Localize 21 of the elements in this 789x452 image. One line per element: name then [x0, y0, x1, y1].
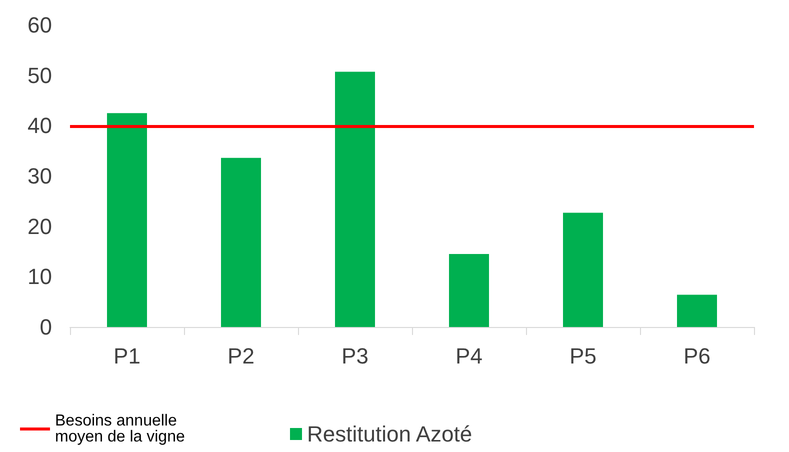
legend-label: Restitution Azoté	[307, 422, 472, 446]
x-tick-label: P3	[342, 344, 368, 368]
bar	[107, 113, 147, 327]
y-tick-label: 20	[28, 214, 52, 239]
bar	[563, 212, 603, 327]
x-tick-label: P1	[114, 344, 140, 368]
bar	[449, 254, 489, 327]
y-tick-label: 50	[28, 62, 52, 88]
legend-label: Besoins annuelle moyen de la vigne	[55, 412, 185, 446]
x-tick-label: P5	[570, 344, 596, 368]
bar	[677, 294, 717, 327]
y-tick-label: 60	[28, 12, 52, 38]
x-tick-label: P4	[456, 344, 482, 368]
x-tick-label: P2	[228, 344, 254, 368]
y-tick-label: 10	[28, 264, 52, 290]
x-tick-label: P6	[684, 344, 710, 368]
y-tick-label: 40	[28, 113, 52, 138]
bar	[221, 158, 261, 327]
bar	[335, 72, 375, 327]
y-tick-label: 30	[28, 164, 52, 188]
y-tick-label: 0	[40, 314, 52, 340]
